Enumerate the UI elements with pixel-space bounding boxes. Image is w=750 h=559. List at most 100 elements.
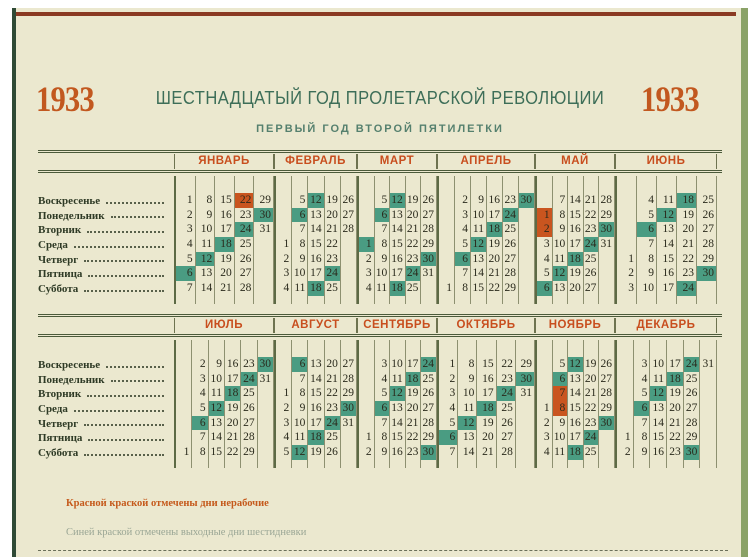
day-cell: 20 — [682, 223, 695, 236]
week-column: 23 24 25 26 27 28 29 — [503, 176, 519, 304]
day-cell: 11 — [201, 238, 213, 251]
day-cell: 20 — [326, 358, 338, 370]
weekday-name: Среда — [38, 239, 68, 252]
day-off-cell: 6 — [292, 207, 308, 223]
day-cell: 2 — [199, 358, 206, 370]
week-column: 23 24 25 26 27 28 29 — [241, 340, 258, 468]
day-cell: 23 — [669, 446, 681, 459]
day-cell: 9 — [559, 223, 566, 236]
day-cell: 13 — [472, 252, 485, 265]
empty-cell — [341, 266, 356, 281]
day-off-cell: 6 — [374, 207, 390, 223]
weekday-name: Пятница — [38, 432, 83, 445]
week-column: 9 10 11 12 13 14 15 — [471, 176, 487, 304]
day-cell: 15 — [569, 208, 581, 221]
day-cell: 16 — [652, 446, 665, 459]
week-column: 8 9 10 11 12 13 14 — [458, 340, 478, 468]
dot-leader — [88, 267, 164, 278]
day-cell: 23 — [682, 267, 695, 280]
weekday-name: Среда — [38, 403, 68, 416]
day-cell: 10 — [462, 387, 475, 400]
day-cell: 27 — [422, 208, 434, 221]
calendar-sheet: 1933 ШЕСТНАДЦАТЫЙ ГОД ПРОЛЕТАРСКОЙ РЕВОЛ… — [12, 8, 748, 557]
day-cell: 8 — [468, 358, 475, 370]
week-column: 30 31 — [257, 340, 274, 468]
day-cell: 7 — [381, 223, 388, 236]
empty-cell — [359, 193, 374, 208]
day-cell: 3 — [381, 358, 388, 370]
day-cell: 9 — [381, 252, 388, 265]
day-cell: 29 — [520, 358, 533, 370]
week-column: 27 28 29 30 31 — [340, 340, 358, 468]
week-column: 5 6 7 8 9 10 11 — [552, 340, 569, 468]
day-cell: 28 — [600, 387, 612, 400]
day-cell: 4 — [199, 387, 206, 400]
day-cell: 1 — [365, 431, 372, 444]
day-cell: 25 — [239, 238, 252, 251]
day-off-cell: 24 — [677, 281, 696, 296]
empty-cell — [617, 416, 633, 431]
day-cell: 16 — [391, 252, 403, 265]
month-block: 1 2 3 4 5 6 7 8 9 10 11 12 13 14 15 16 17 18 19 20 21 22 23 24 2… — [274, 176, 358, 304]
day-cell: 22 — [406, 238, 419, 251]
day-cell: 17 — [391, 267, 403, 280]
day-cell: 8 — [559, 208, 566, 221]
empty-cell — [537, 386, 552, 401]
day-cell: 14 — [652, 416, 665, 429]
day-cell: 7 — [299, 223, 306, 236]
top-border — [16, 12, 736, 16]
day-off-cell: 12 — [292, 445, 308, 460]
day-cell: 7 — [641, 416, 648, 429]
day-cell: 29 — [504, 282, 517, 295]
week-column: 30 — [519, 176, 535, 304]
empty-cell — [254, 266, 273, 281]
weekday-labels: Воскресенье Понедельник Вторник Среда Четвер… — [38, 358, 168, 461]
day-cell: 13 — [310, 358, 322, 370]
right-border — [741, 8, 748, 557]
day-cell: 29 — [422, 431, 434, 444]
day-cell: 13 — [662, 223, 675, 236]
day-cell: 5 — [462, 238, 468, 251]
empty-cell — [176, 416, 191, 431]
day-off-cell: 30 — [599, 415, 614, 431]
day-cell: 27 — [342, 358, 355, 370]
day-cell: 23 — [584, 223, 597, 236]
week-column: 29 30 31 — [254, 176, 274, 304]
month-name: ФЕВРАЛЬ — [274, 154, 357, 169]
day-cell: 9 — [381, 446, 388, 459]
day-cell: 29 — [600, 208, 612, 221]
day-cell: 1 — [543, 402, 550, 415]
weekday-name: Суббота — [38, 283, 79, 296]
day-cell: 7 — [186, 282, 193, 295]
week-column: 26 27 28 29 30 31 — [421, 176, 437, 304]
week-column: 31 — [700, 340, 718, 468]
day-cell: 13 — [391, 208, 403, 221]
day-cell: 1 — [628, 252, 634, 265]
day-cell: 3 — [543, 431, 550, 444]
day-cell: 3 — [641, 358, 648, 370]
day-cell: 19 — [310, 446, 322, 459]
day-cell: 11 — [376, 282, 388, 295]
day-cell: 17 — [569, 238, 581, 251]
day-cell: 29 — [259, 194, 271, 206]
week-column: 24 25 26 27 28 29 30 — [421, 340, 437, 468]
day-cell: 26 — [584, 267, 597, 280]
day-cell: 29 — [702, 252, 715, 265]
weekday-label: Среда — [38, 402, 168, 417]
empty-cell — [439, 193, 454, 208]
empty-cell — [519, 208, 534, 223]
day-off-cell: 18 — [487, 222, 502, 238]
day-cell: 15 — [569, 402, 581, 415]
empty-cell — [276, 208, 291, 223]
day-cell: 26 — [342, 194, 355, 206]
day-cell: 17 — [488, 208, 501, 221]
day-cell: 3 — [186, 223, 193, 236]
day-cell: 28 — [422, 416, 434, 429]
empty-cell — [176, 401, 191, 416]
day-cell: 19 — [669, 387, 681, 400]
day-cell: 10 — [652, 358, 665, 370]
empty-cell — [176, 357, 191, 372]
month-name: АПРЕЛЬ — [437, 154, 535, 169]
day-off-cell: 6 — [552, 371, 568, 387]
